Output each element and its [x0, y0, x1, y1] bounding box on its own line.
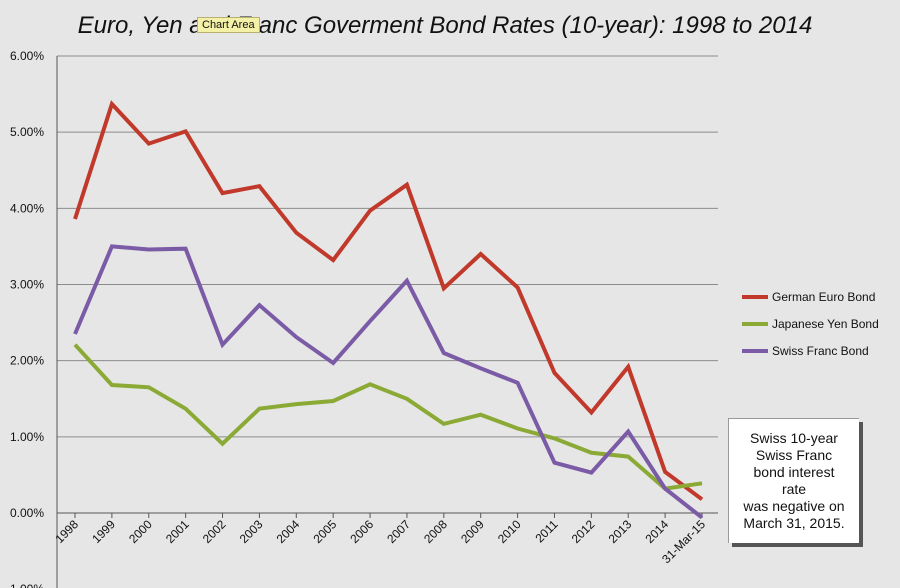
annotation-line-2: Swiss Franc: [755, 447, 833, 463]
y-tick-label: 5.00%: [10, 125, 44, 139]
x-tick-label: 2007: [384, 517, 413, 546]
x-tick-label: 2010: [495, 517, 524, 546]
legend-label: Swiss Franc Bond: [772, 344, 869, 358]
annotation-line-3: bond interest rate: [753, 464, 835, 497]
y-tick-label: 6.00%: [10, 49, 44, 63]
x-tick-label: 2009: [458, 517, 487, 546]
y-tick-label: 1.00%: [10, 430, 44, 444]
x-tick-label: 2004: [274, 517, 303, 546]
x-tick-label: 2014: [642, 517, 671, 546]
x-tick-label: 2003: [237, 517, 266, 546]
annotation-line-4: was negative on: [743, 498, 845, 514]
annotation-line-5: March 31, 2015.: [743, 515, 845, 531]
gridlines: [57, 55, 718, 514]
x-tick-label: 2012: [569, 517, 598, 546]
legend: German Euro Bond Japanese Yen Bond Swiss F…: [742, 290, 879, 358]
legend-label: German Euro Bond: [772, 290, 875, 304]
x-tick-label: 2008: [421, 517, 450, 546]
y-tick-label: -1.00%: [6, 582, 44, 588]
series-line: [73, 343, 703, 491]
x-tick-label: 1999: [89, 517, 118, 546]
x-tick-label: 2011: [532, 517, 560, 545]
x-axis: 1998 1999 2000 2001 2002 2003 2004 2005 2006 2007…: [52, 513, 708, 566]
x-tick-label: 2000: [126, 517, 155, 546]
chart-title: Euro, Yen and Franc Goverment Bond Rates…: [78, 12, 813, 39]
annotation-box: Swiss 10-year Swiss Franc bond interest …: [728, 418, 859, 543]
legend-label: Japanese Yen Bond: [772, 317, 879, 331]
series-lines: [73, 100, 704, 520]
chart-area-tooltip: Chart Area: [197, 17, 260, 33]
y-tick-label: 2.00%: [10, 354, 44, 368]
y-tick-label: 4.00%: [10, 201, 44, 215]
series-line: [73, 244, 704, 520]
x-tick-label: 2001: [163, 517, 192, 546]
y-tick-label: 3.00%: [10, 278, 44, 292]
annotation-line-1: Swiss 10-year: [750, 430, 838, 446]
x-tick-label: 2006: [347, 517, 376, 546]
series-line: [73, 100, 704, 501]
x-tick-label: 2002: [200, 517, 229, 546]
y-axis: -1.00% 0.00% 1.00% 2.00% 3.00% 4.00% 5.00% 6.00…: [6, 49, 58, 588]
x-tick-label: 2013: [606, 517, 635, 546]
y-tick-label: 0.00%: [10, 506, 44, 520]
x-tick-label: 2005: [311, 517, 340, 546]
